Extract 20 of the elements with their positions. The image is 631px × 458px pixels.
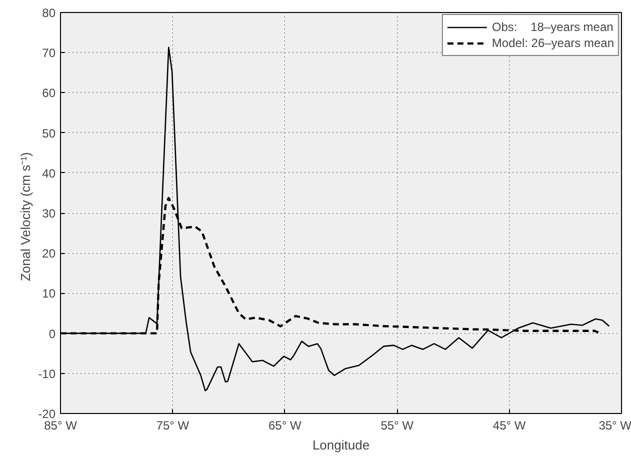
- y-tick-label: -20: [38, 407, 56, 421]
- y-tick-label: 50: [42, 126, 56, 140]
- y-tick-label: 70: [42, 46, 56, 60]
- y-tick-label: -10: [38, 366, 56, 381]
- y-tick-label: 10: [42, 286, 56, 301]
- legend-label: Obs: 18–years mean: [492, 19, 614, 35]
- y-tick-label: 30: [42, 206, 56, 220]
- x-tick-label: 45° W: [492, 418, 526, 432]
- y-tick-label: 60: [42, 86, 56, 100]
- x-tick-label: 65° W: [268, 418, 302, 432]
- x-tick-label: 85° W: [44, 418, 78, 432]
- y-tick-label: 80: [42, 6, 56, 20]
- x-axis-title: Longitude: [312, 438, 370, 452]
- y-tick-label: 20: [42, 246, 56, 261]
- y-tick-label: 40: [42, 166, 56, 180]
- x-tick-label: 55° W: [380, 418, 414, 432]
- y-tick-label: 0: [48, 326, 56, 341]
- legend-label: Model: 26–years mean: [492, 35, 614, 51]
- y-axis-title: Zonal Velocity (cm s⁻¹): [18, 152, 34, 282]
- x-tick-label: 75° W: [156, 418, 190, 432]
